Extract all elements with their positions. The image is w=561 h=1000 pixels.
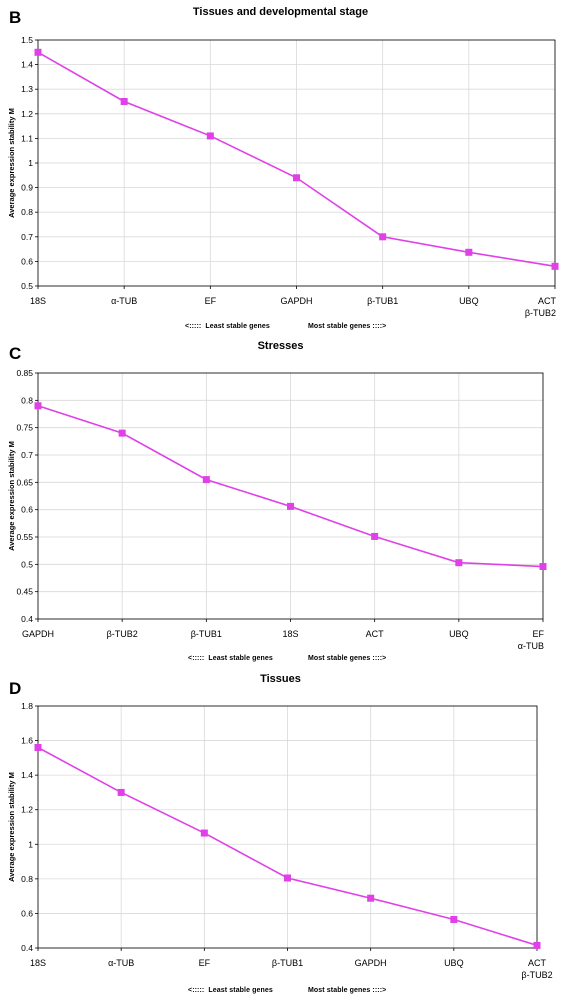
y-tick-label: 0.9	[21, 183, 33, 193]
data-point	[371, 532, 379, 540]
x-tick-label: α-TUB	[108, 958, 134, 968]
y-tick-label: 0.6	[21, 505, 33, 515]
most-stable-note: Most stable genes ::::>	[308, 323, 387, 330]
x-tick-label: UBQ	[459, 296, 479, 306]
y-tick-label: 1.2	[21, 109, 33, 119]
data-point	[455, 559, 463, 567]
y-tick-label: 1.8	[21, 701, 33, 711]
x-tick-label: 18S	[30, 958, 46, 968]
x-tick-label: GAPDH	[280, 296, 312, 306]
x-tick-label: EF	[205, 296, 217, 306]
data-point	[379, 233, 387, 241]
x-tick-label: EF	[199, 958, 211, 968]
x-tick-label: EF	[532, 629, 544, 639]
chart-panel-b: B Tissues and developmental stage 0.5 0.6…	[0, 0, 561, 335]
data-point	[287, 502, 294, 510]
data-point	[539, 563, 547, 571]
x-tick-label: 18S	[30, 296, 46, 306]
x-tick-label: UBQ	[449, 629, 469, 639]
x-tick-label: GAPDH	[22, 629, 54, 639]
y-tick-label: 1.3	[21, 84, 33, 94]
chart-panel-c: C Stresses 0.4 0.45 0.5 0.55 0.6 0.65 0.7 0.75 0…	[0, 335, 561, 670]
data-point	[34, 743, 42, 751]
x-tick-label: ACT	[528, 958, 547, 968]
x-tick-label: α-TUB	[518, 641, 544, 651]
y-tick-label: 0.8	[21, 207, 33, 217]
data-point	[206, 132, 214, 140]
chart-svg: 0.4 0.6 0.8 1 1.2 1.4 1.6 1.8 18S α-TUB EF β-TUB1 GA…	[7, 701, 553, 980]
x-tick-label: α-TUB	[111, 296, 137, 306]
least-stable-note: <::::: Least stable genes	[188, 655, 273, 662]
most-stable-note: Most stable genes ::::>	[308, 987, 387, 994]
y-axis-label: Average expression stability M	[7, 441, 16, 551]
x-tick-label: β-TUB2	[107, 629, 138, 639]
data-point	[533, 941, 541, 949]
x-tick-label: GAPDH	[355, 958, 387, 968]
y-tick-label: 0.75	[16, 423, 33, 433]
least-stable-note: <::::: Least stable genes	[185, 323, 270, 330]
data-point	[117, 788, 125, 796]
data-point	[450, 915, 458, 923]
data-point	[200, 829, 208, 837]
x-tick-label: β-TUB2	[525, 308, 556, 318]
most-stable-note: Most stable genes ::::>	[308, 655, 387, 662]
y-tick-label: 0.65	[16, 477, 33, 487]
x-tick-label: UBQ	[444, 958, 464, 968]
data-point	[34, 402, 42, 410]
data-point	[120, 98, 128, 105]
y-axis-label: Average expression stability M	[7, 772, 16, 882]
data-point	[202, 476, 210, 484]
x-tick-label: ACT	[538, 296, 557, 306]
data-point	[367, 894, 375, 902]
y-tick-label: 1.4	[21, 770, 33, 780]
y-tick-label: 0.8	[21, 395, 33, 405]
y-axis-label: Average expression stability M	[7, 108, 16, 218]
y-tick-label: 0.55	[16, 532, 33, 542]
chart-title: Tissues	[260, 673, 301, 685]
data-point	[34, 48, 42, 56]
x-tick-label: β-TUB1	[272, 958, 303, 968]
data-point	[551, 262, 559, 270]
least-stable-note: <::::: Least stable genes	[188, 987, 273, 994]
panel-letter: B	[9, 8, 22, 27]
y-tick-label: 0.5	[21, 281, 33, 291]
x-tick-label: β-TUB1	[191, 629, 222, 639]
chart-svg: 0.4 0.45 0.5 0.55 0.6 0.65 0.7 0.75 0.8 0.85 GAPDH…	[7, 368, 547, 651]
x-tick-label: ACT	[366, 629, 385, 639]
panel-letter: D	[9, 679, 22, 698]
data-point	[293, 174, 300, 182]
y-tick-label: 0.7	[21, 450, 33, 460]
y-tick-label: 0.6	[21, 908, 33, 918]
y-tick-label: 1	[28, 158, 33, 168]
y-tick-label: 0.4	[21, 943, 33, 953]
chart-svg: 0.5 0.6 0.7 0.8 0.9 1 1.1 1.2 1.3 1.4 1.5 18S α-TUB E…	[7, 35, 559, 318]
y-tick-label: 0.8	[21, 874, 33, 884]
y-tick-label: 1.5	[21, 35, 33, 45]
y-tick-label: 0.7	[21, 232, 33, 242]
y-tick-label: 1	[28, 839, 33, 849]
chart-title: Stresses	[257, 340, 304, 352]
y-tick-label: 1.4	[21, 60, 33, 70]
y-tick-label: 1.2	[21, 805, 33, 815]
panel-letter: C	[9, 344, 22, 363]
data-point	[118, 429, 126, 437]
chart-panel-d: D Tissues 0.4 0.6 0.8 1 1.2 1.4 1.6 1.8 18S α-TUB…	[0, 670, 561, 1000]
y-tick-label: 0.85	[16, 368, 33, 378]
chart-title: Tissues and developmental stage	[192, 6, 369, 18]
y-tick-label: 0.45	[16, 587, 33, 597]
x-tick-label: β-TUB2	[521, 970, 552, 980]
data-point	[284, 874, 291, 882]
x-tick-label: β-TUB1	[367, 296, 398, 306]
data-point	[465, 248, 473, 256]
y-tick-label: 0.6	[21, 256, 33, 266]
y-tick-label: 0.4	[21, 614, 33, 624]
y-tick-label: 0.5	[21, 559, 33, 569]
x-tick-label: 18S	[282, 629, 298, 639]
y-tick-label: 1.1	[21, 133, 33, 143]
y-tick-label: 1.6	[21, 736, 33, 746]
